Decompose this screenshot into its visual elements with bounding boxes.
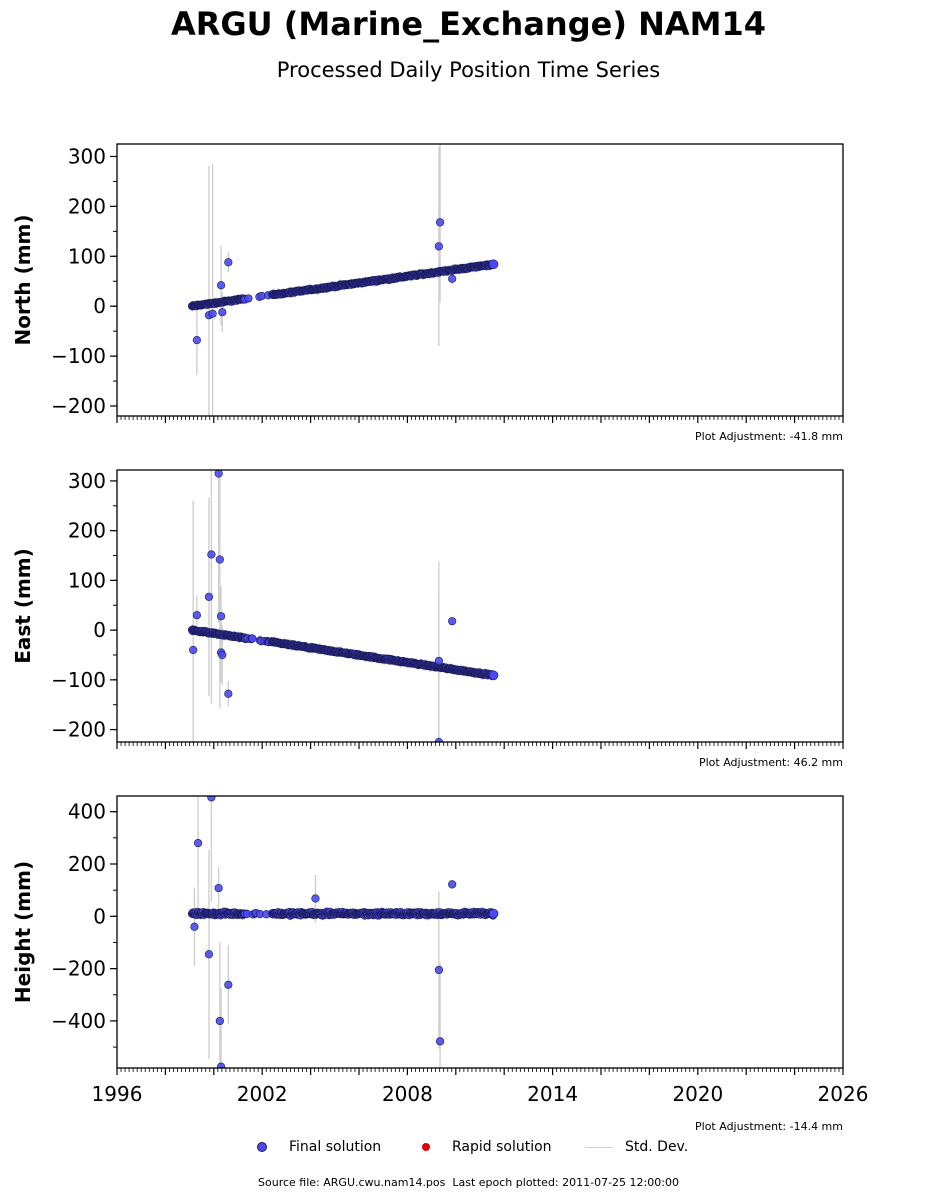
outlier-point — [192, 611, 201, 620]
plot-area — [187, 796, 499, 1068]
outlier-point — [204, 950, 214, 959]
outlier-point — [207, 550, 216, 559]
legend-final-label: Final solution — [289, 1139, 382, 1155]
x-tick-label: 1996 — [92, 1082, 143, 1106]
panel-3: −400 −200 0 200 400 1996 2002 2008 2014 2020 2026 H… — [11, 795, 869, 1133]
outlier-point — [192, 336, 201, 345]
outlier-point — [448, 274, 457, 283]
last-data-point — [488, 259, 499, 270]
outlier-point — [224, 689, 233, 698]
panel-2: −200 −100 0 100 200 300 East (mm) Plot Adjustme… — [11, 469, 844, 769]
y-tick-label: −100 — [51, 344, 106, 368]
y-axis-label: North (mm) — [11, 214, 35, 345]
final-solution-marker-icon — [257, 1142, 267, 1152]
outlier-point — [216, 281, 226, 290]
data-point — [248, 634, 257, 643]
last-data-point — [488, 908, 499, 919]
outlier-point — [208, 309, 217, 318]
outlier-point — [435, 1037, 445, 1046]
outlier-point — [204, 592, 214, 601]
outlier-point — [311, 894, 320, 903]
x-tick-label: 2002 — [237, 1082, 288, 1106]
y-tick-label: 0 — [93, 618, 106, 642]
y-axis-label: East (mm) — [11, 548, 35, 664]
plot-adjustment-label: Plot Adjustment: 46.2 mm — [699, 756, 843, 769]
outlier-point — [448, 880, 457, 889]
y-tick-label: −200 — [51, 718, 106, 742]
plot-adjustment-label: Plot Adjustment: -41.8 mm — [695, 430, 843, 443]
y-tick-label: 100 — [68, 568, 106, 592]
plot-area — [187, 144, 499, 416]
y-tick-label: 300 — [68, 469, 106, 493]
std-dev-line-icon — [585, 1146, 613, 1148]
y-tick-label: −200 — [51, 957, 106, 981]
rapid-solution-marker-icon — [422, 1143, 430, 1151]
outlier-point — [189, 645, 198, 655]
plot-area — [187, 470, 499, 742]
y-tick-label: 400 — [68, 800, 106, 824]
y-tick-label: 100 — [68, 244, 106, 268]
legend-rapid: Rapid solution — [422, 1136, 552, 1158]
y-tick-label: −200 — [51, 394, 106, 418]
legend-std: Std. Dev. — [585, 1136, 688, 1158]
figure-subtitle: Processed Daily Position Time Series — [276, 58, 661, 82]
y-tick-label: −100 — [51, 668, 106, 692]
plot-frame — [116, 795, 844, 1069]
y-tick-label: −400 — [51, 1009, 106, 1033]
y-axis-label: Height (mm) — [11, 861, 35, 1003]
legend-rapid-label: Rapid solution — [452, 1139, 552, 1155]
outlier-point — [207, 796, 216, 802]
plot-frame — [116, 469, 844, 743]
outlier-point — [434, 737, 443, 742]
outlier-point — [214, 883, 223, 893]
y-tick-label: 300 — [68, 144, 106, 168]
footer-source: Source file: ARGU.cwu.nam14.pos Last epo… — [258, 1176, 679, 1189]
y-tick-label: 0 — [93, 904, 106, 928]
y-tick-label: 200 — [68, 519, 106, 543]
x-tick-label: 2026 — [818, 1082, 869, 1106]
outlier-point — [448, 617, 457, 626]
outlier-point — [435, 218, 445, 227]
outlier-point — [434, 242, 443, 251]
outlier-point — [218, 308, 227, 317]
y-tick-label: 200 — [68, 194, 106, 218]
plot-adjustment-label: Plot Adjustment: -14.4 mm — [695, 1120, 843, 1133]
outlier-point — [434, 965, 443, 975]
outlier-point — [216, 1062, 226, 1068]
plot-frame — [116, 143, 844, 417]
outlier-point — [215, 1016, 224, 1026]
outlier-point — [216, 612, 226, 621]
data-point — [244, 294, 253, 303]
last-data-point — [488, 670, 499, 681]
outlier-point — [218, 650, 227, 660]
x-tick-label: 2020 — [672, 1082, 723, 1106]
panel-1: −200 −100 0 100 200 300 North (mm) Plot Adjustm… — [11, 143, 844, 443]
outlier-point — [224, 258, 233, 267]
x-tick-label: 2008 — [382, 1082, 433, 1106]
outlier-point — [193, 838, 203, 848]
outlier-point — [215, 555, 224, 564]
y-tick-label: 0 — [93, 294, 106, 318]
outlier-point — [224, 980, 233, 989]
outlier-point — [434, 656, 443, 666]
outlier-point — [214, 470, 223, 478]
legend-final: Final solution — [257, 1136, 381, 1158]
x-tick-label: 2014 — [527, 1082, 578, 1106]
legend: Final solution Rapid solution Std. Dev. — [0, 1136, 937, 1158]
outlier-point — [190, 922, 199, 931]
figure-title: ARGU (Marine_Exchange) NAM14 — [170, 5, 766, 43]
y-tick-label: 200 — [68, 852, 106, 876]
legend-std-label: Std. Dev. — [625, 1139, 689, 1155]
